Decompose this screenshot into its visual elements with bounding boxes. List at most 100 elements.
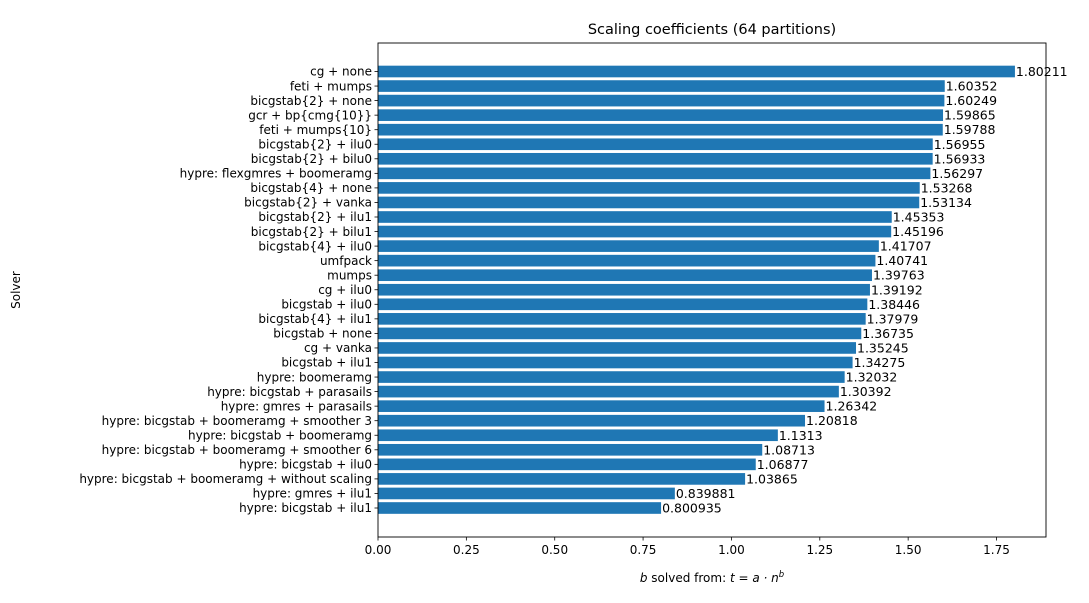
- data-label: 1.53134: [920, 195, 972, 210]
- data-label: 1.60352: [946, 79, 998, 94]
- y-tick-label: bicgstab{2} + ilu0: [258, 137, 372, 151]
- x-tick-label: 0.00: [365, 543, 392, 557]
- bar: [378, 138, 933, 151]
- y-tick-label: bicgstab{2} + vanka: [244, 196, 372, 210]
- y-tick-label: bicgstab{4} + ilu0: [258, 239, 372, 253]
- data-label: 1.45353: [893, 210, 945, 225]
- data-label: 1.08713: [763, 442, 815, 457]
- data-label: 1.60249: [945, 93, 997, 108]
- bar: [378, 152, 933, 165]
- y-tick-label: cg + vanka: [304, 341, 372, 355]
- data-label: 1.20818: [806, 413, 858, 428]
- data-label: 1.59865: [944, 108, 996, 123]
- data-label: 1.03865: [746, 471, 798, 486]
- y-tick-label: hypre: bicgstab + ilu1: [239, 501, 372, 515]
- bar: [378, 94, 945, 107]
- data-label: 0.800935: [662, 501, 722, 516]
- data-label: 0.839881: [676, 486, 736, 501]
- x-axis-label-var: b: [640, 571, 648, 585]
- x-axis-label-formula: t = a · n: [730, 571, 779, 585]
- data-label: 1.40741: [876, 253, 928, 268]
- y-tick-label: hypre: bicgstab + boomeramg + smoother 6: [102, 443, 372, 457]
- data-label: 1.56933: [934, 151, 986, 166]
- x-axis-label-text: solved from:: [647, 571, 729, 585]
- bar: [378, 182, 920, 194]
- data-label: 1.39192: [871, 282, 923, 297]
- value-labels-layer: 1.802111.603521.602491.598651.597881.569…: [662, 64, 1068, 516]
- bar: [378, 487, 675, 500]
- x-axis-label-exponent: b: [779, 570, 784, 580]
- y-tick-label: hypre: bicgstab + ilu0: [239, 458, 372, 472]
- bar: [378, 269, 872, 282]
- bar: [378, 225, 892, 238]
- data-label: 1.45196: [892, 224, 944, 239]
- y-tick-label: mumps: [327, 268, 372, 282]
- x-tick-layer: 0.00 0.25 0.50 0.75 1.00 1.25 1.50 1.75: [365, 537, 1010, 557]
- y-tick-label: cg + none: [310, 65, 372, 79]
- y-tick-label: hypre: bicgstab + boomeramg + smoother 3: [102, 414, 372, 428]
- bars-layer: [378, 65, 1015, 514]
- x-tick-label: 0.50: [541, 543, 568, 557]
- bar: [378, 313, 866, 325]
- y-tick-label: hypre: gmres + parasails: [221, 399, 372, 413]
- bar: [378, 109, 944, 121]
- x-tick-label: 1.00: [718, 543, 745, 557]
- bar: [378, 342, 857, 354]
- bar: [378, 283, 870, 296]
- bar: [378, 327, 862, 340]
- data-label: 1.39763: [873, 268, 925, 283]
- y-tick-label: gcr + bp{cmg{10}}: [248, 108, 372, 122]
- y-tick-label: bicgstab + ilu0: [281, 298, 372, 312]
- data-label: 1.41707: [880, 239, 932, 254]
- chart-title: Scaling coefficients (64 partitions): [588, 22, 836, 38]
- y-tick-label: feti + mumps{10}: [259, 123, 372, 137]
- y-tick-label: hypre: flexgmres + boomeramg: [180, 167, 372, 181]
- bar: [378, 502, 662, 514]
- bar: [378, 385, 839, 398]
- data-label: 1.06877: [757, 457, 809, 472]
- bar: [378, 167, 931, 180]
- y-tick-label: hypre: gmres + ilu1: [253, 487, 372, 501]
- data-label: 1.32032: [846, 370, 898, 385]
- data-label: 1.56955: [934, 137, 986, 152]
- data-label: 1.38446: [868, 297, 920, 312]
- y-tick-label: bicgstab{2} + bilu1: [251, 225, 372, 239]
- x-tick-label: 0.75: [630, 543, 657, 557]
- y-tick-label: bicgstab{4} + none: [250, 181, 372, 195]
- bar: [378, 400, 825, 412]
- y-tick-label: bicgstab{4} + ilu1: [258, 312, 372, 326]
- bar: [378, 356, 853, 369]
- x-axis-label: b solved from: t = a · nb: [640, 570, 784, 585]
- bar: [378, 240, 879, 252]
- data-label: 1.59788: [944, 122, 996, 137]
- y-tick-label: bicgstab{2} + ilu1: [258, 210, 372, 224]
- data-label: 1.34275: [854, 355, 906, 370]
- y-tick-label: hypre: bicgstab + parasails: [207, 385, 372, 399]
- data-label: 1.1313: [779, 428, 823, 443]
- data-label: 1.30392: [840, 384, 892, 399]
- bar: [378, 65, 1015, 78]
- y-tick-label: umfpack: [320, 254, 372, 268]
- plot-frame: [377, 42, 1047, 538]
- data-label: 1.56297: [931, 166, 983, 181]
- data-label: 1.36735: [862, 326, 914, 341]
- x-tick-label: 1.25: [806, 543, 833, 557]
- y-tick-label: hypre: bicgstab + boomeramg + without sc…: [79, 472, 372, 486]
- bar: [378, 414, 806, 427]
- bar: [378, 443, 763, 456]
- y-tick-label: cg + ilu0: [318, 283, 372, 297]
- bar: [378, 429, 778, 442]
- bar: [378, 473, 746, 485]
- data-label: 1.35245: [857, 340, 909, 355]
- data-label: 1.53268: [921, 180, 973, 195]
- y-tick-label: bicgstab + none: [273, 327, 372, 341]
- bar: [378, 458, 756, 471]
- bar: [378, 123, 943, 136]
- bar: [378, 80, 945, 92]
- y-tick-label: hypre: boomeramg: [257, 370, 372, 384]
- y-tick-label: bicgstab{2} + none: [250, 94, 372, 108]
- y-tick-label: hypre: bicgstab + boomeramg: [188, 428, 372, 442]
- bar: [378, 254, 876, 267]
